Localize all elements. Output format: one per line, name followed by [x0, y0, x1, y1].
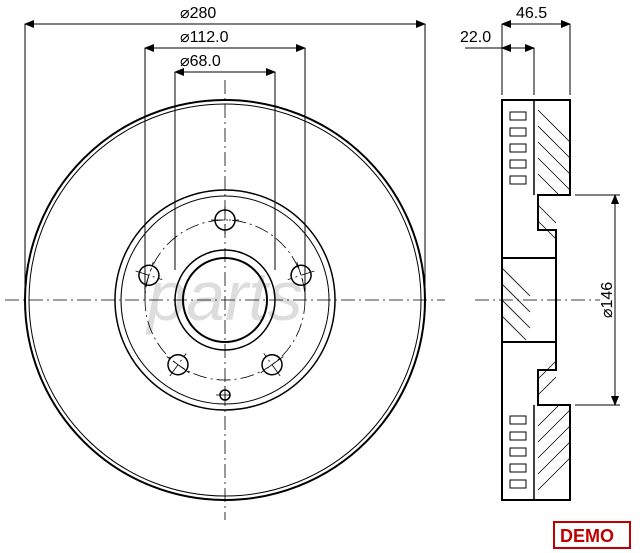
dim-label: ⌀112.0 — [180, 29, 229, 46]
demo-stamp: DEMO — [554, 522, 630, 548]
lower-hat-section — [502, 342, 570, 500]
hatching-upper — [538, 110, 570, 239]
demo-text: DEMO — [560, 526, 614, 546]
hatching-hub — [502, 268, 530, 340]
hatching-lower — [538, 361, 570, 490]
watermark-text: parts — [145, 257, 303, 335]
vent-slots-lower — [510, 416, 526, 488]
upper-hat-section — [502, 100, 570, 258]
bolt-hole — [158, 345, 197, 384]
dim-w22: 22.0 — [460, 29, 534, 95]
dimensions: ⌀280 ⌀112.0 ⌀68.0 46.5 22.0 — [25, 5, 620, 405]
dim-label: ⌀146 — [599, 282, 616, 318]
dim-label: ⌀68.0 — [180, 53, 221, 70]
side-view — [475, 100, 600, 500]
vent-slots-upper — [510, 112, 526, 184]
bolt-hole — [211, 206, 239, 234]
bolt-hole — [252, 345, 291, 384]
dim-label: 46.5 — [516, 5, 547, 22]
dim-w46-5: 46.5 — [502, 5, 570, 95]
technical-drawing: parts — [0, 0, 640, 553]
dim-label: ⌀280 — [180, 5, 216, 22]
front-view — [5, 80, 445, 520]
dim-label: 22.0 — [460, 29, 491, 46]
